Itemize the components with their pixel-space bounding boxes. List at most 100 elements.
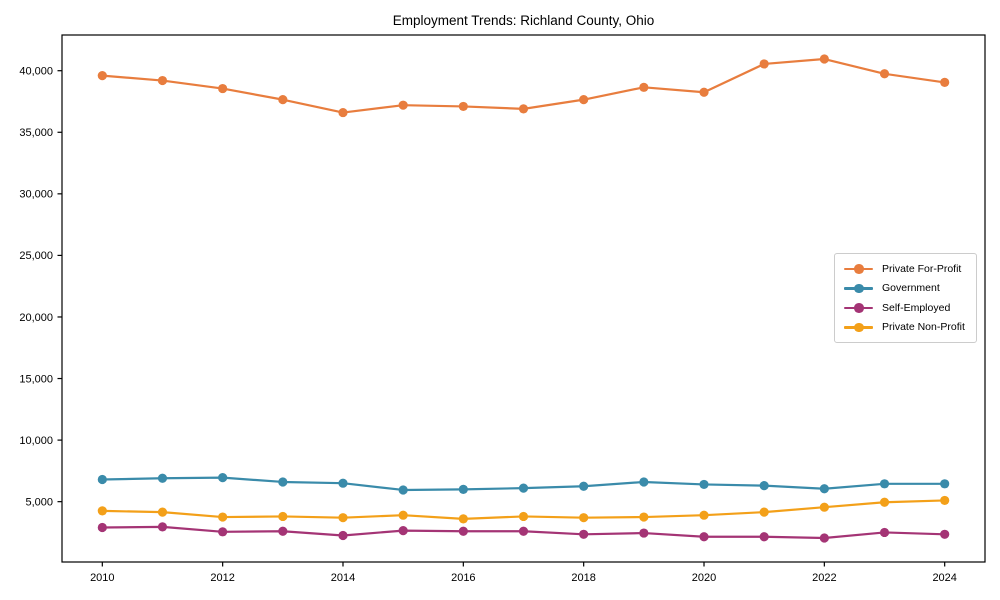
data-point (458, 526, 468, 536)
x-tick-label: 2022 (812, 572, 836, 584)
data-point (518, 104, 529, 114)
data-point (157, 507, 168, 517)
legend: Private For-Profit Government Self-Employe… (834, 253, 977, 343)
legend-item: Government (844, 279, 967, 299)
data-point (940, 495, 950, 506)
series-private-non-profit (97, 495, 950, 524)
legend-label: Self-Employed (882, 301, 951, 314)
x-tick-label: 2018 (571, 572, 595, 584)
data-point (579, 95, 589, 105)
data-point (398, 526, 408, 536)
data-point (398, 485, 408, 495)
legend-marker-icon (844, 264, 873, 274)
data-point (699, 479, 709, 490)
data-point (579, 513, 589, 523)
data-point (940, 529, 950, 539)
legend-item: Private Non-Profit (844, 318, 967, 338)
data-point (518, 483, 529, 493)
data-point (639, 477, 649, 487)
data-point (579, 529, 589, 539)
data-point (218, 527, 228, 537)
x-tick-label: 2014 (331, 572, 355, 584)
data-point (97, 506, 107, 516)
data-point (759, 532, 769, 542)
series-self-employed (97, 522, 950, 543)
data-point (879, 527, 890, 538)
y-tick-label: 30,000 (19, 189, 53, 201)
data-point (278, 511, 288, 522)
data-point (398, 510, 408, 520)
legend-label: Government (882, 282, 940, 295)
data-point (218, 473, 228, 483)
legend-dot-sample (854, 303, 864, 313)
chart-title: Employment Trends: Richland County, Ohio (392, 13, 655, 28)
legend-item: Self-Employed (844, 298, 967, 318)
data-point (879, 69, 890, 79)
data-point (639, 512, 649, 522)
x-tick-label: 2010 (90, 572, 114, 584)
y-tick-label: 10,000 (19, 435, 53, 447)
axes-frame (61, 34, 986, 563)
data-point (398, 100, 408, 110)
data-point (879, 479, 890, 489)
data-point (699, 510, 709, 520)
y-tick-label: 5,000 (25, 496, 53, 508)
data-point (819, 54, 829, 64)
data-point (218, 83, 228, 94)
x-axis: 2010 2012 2014 2016 2018 2020 2022 2024 (90, 562, 957, 584)
data-point (458, 514, 468, 524)
y-tick-label: 25,000 (19, 250, 53, 262)
legend-marker-icon (844, 322, 873, 333)
data-point (338, 478, 348, 488)
data-point (338, 107, 348, 118)
y-tick-label: 20,000 (19, 312, 53, 324)
y-tick-label: 40,000 (19, 66, 53, 78)
legend-marker-icon (844, 283, 873, 294)
data-point (759, 507, 769, 517)
x-tick-label: 2020 (692, 572, 716, 584)
data-point (819, 533, 829, 543)
legend-dot-sample (854, 264, 864, 274)
data-point (759, 59, 769, 69)
data-point (940, 77, 950, 88)
series-private-for-profit (97, 54, 950, 118)
data-point (819, 502, 829, 512)
data-point (518, 526, 529, 536)
data-point (97, 522, 107, 533)
data-point (639, 528, 649, 538)
data-point (699, 532, 709, 542)
data-point (278, 526, 288, 536)
x-tick-label: 2016 (451, 572, 475, 584)
data-point (338, 530, 348, 541)
legend-dot-sample (854, 283, 864, 294)
x-tick-label: 2024 (932, 572, 956, 584)
x-tick-label: 2012 (210, 572, 234, 584)
data-point (819, 484, 829, 494)
legend-label: Private Non-Profit (882, 321, 965, 334)
data-point (157, 473, 168, 483)
data-point (458, 484, 468, 494)
data-point (759, 481, 769, 491)
data-point (157, 522, 168, 532)
data-point (699, 87, 709, 97)
data-point (157, 75, 168, 86)
series-government (97, 473, 950, 495)
data-point (97, 71, 107, 81)
y-tick-label: 15,000 (19, 373, 53, 385)
data-point (458, 101, 468, 112)
y-tick-label: 35,000 (19, 127, 53, 139)
data-point (639, 82, 649, 92)
legend-dot-sample (854, 322, 864, 333)
data-point (278, 477, 288, 487)
data-point (278, 95, 288, 105)
data-point (579, 481, 589, 491)
legend-item: Private For-Profit (844, 259, 967, 279)
data-point (940, 479, 950, 489)
data-point (218, 512, 228, 522)
data-point (338, 513, 348, 523)
data-point (518, 511, 529, 522)
data-point (97, 474, 107, 485)
legend-marker-icon (844, 303, 873, 313)
